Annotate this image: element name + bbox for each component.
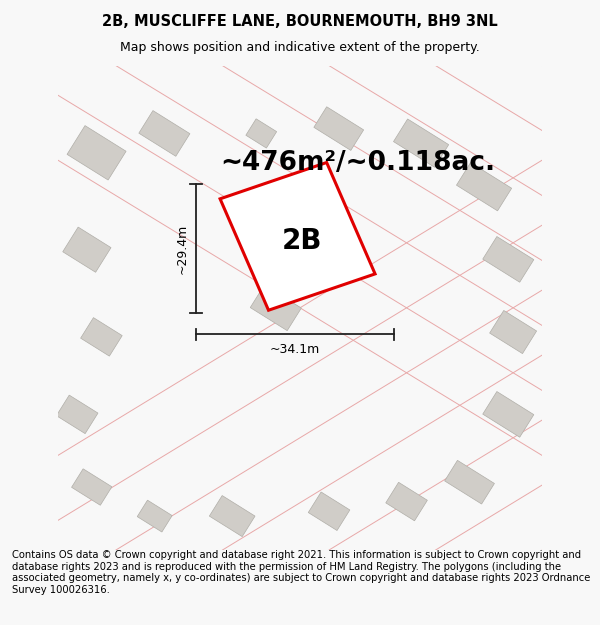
Polygon shape	[71, 469, 112, 505]
Polygon shape	[56, 395, 98, 434]
Polygon shape	[483, 391, 534, 438]
Text: ~476m²/~0.118ac.: ~476m²/~0.118ac.	[221, 149, 496, 176]
Polygon shape	[137, 500, 172, 532]
Polygon shape	[386, 482, 427, 521]
Polygon shape	[457, 162, 512, 211]
Polygon shape	[139, 111, 190, 156]
Polygon shape	[314, 107, 364, 151]
Text: 2B: 2B	[282, 228, 323, 255]
Text: ~29.4m: ~29.4m	[176, 223, 188, 274]
Polygon shape	[63, 227, 111, 272]
Polygon shape	[250, 285, 301, 331]
Polygon shape	[67, 126, 126, 180]
Text: ~34.1m: ~34.1m	[270, 343, 320, 356]
Polygon shape	[445, 461, 494, 504]
Polygon shape	[490, 311, 536, 354]
Polygon shape	[246, 119, 277, 148]
Text: 2B, MUSCLIFFE LANE, BOURNEMOUTH, BH9 3NL: 2B, MUSCLIFFE LANE, BOURNEMOUTH, BH9 3NL	[102, 14, 498, 29]
Text: Contains OS data © Crown copyright and database right 2021. This information is : Contains OS data © Crown copyright and d…	[12, 550, 590, 595]
Polygon shape	[483, 236, 534, 282]
Polygon shape	[80, 318, 122, 356]
Polygon shape	[220, 162, 375, 310]
Text: Map shows position and indicative extent of the property.: Map shows position and indicative extent…	[120, 41, 480, 54]
Polygon shape	[394, 119, 449, 168]
Polygon shape	[266, 206, 324, 259]
Polygon shape	[308, 492, 350, 531]
Polygon shape	[209, 496, 255, 537]
